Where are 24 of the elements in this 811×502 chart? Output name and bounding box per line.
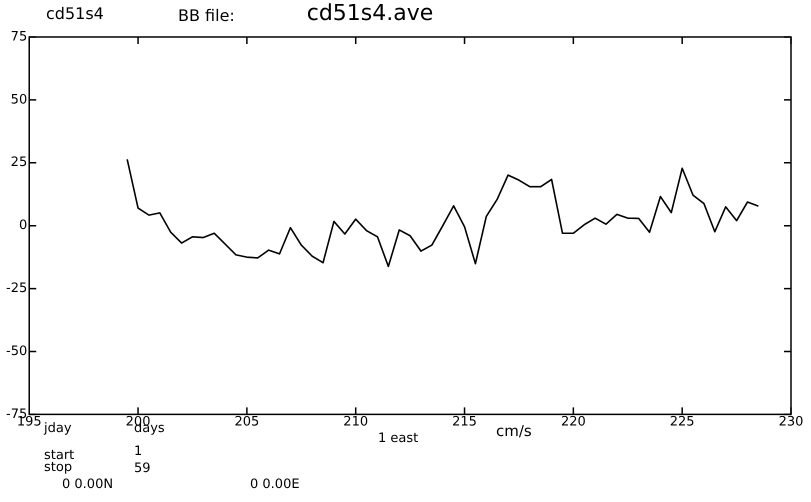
y-tick-label: 75: [10, 29, 28, 44]
y-tick-label: 25: [10, 155, 28, 170]
y-tick-label: -50: [6, 344, 28, 359]
x-tick-label: 220: [560, 414, 586, 430]
text: stop: [44, 460, 72, 475]
text: 0 0.00N: [62, 477, 114, 492]
x-tick-label: 210: [343, 414, 368, 430]
text: 1 east: [378, 431, 418, 446]
text: 59: [134, 461, 151, 476]
text: jday: [44, 421, 72, 436]
chart-title: cd51s4.ave: [306, 1, 434, 26]
x-tick-label: 225: [670, 414, 695, 430]
text: 1: [134, 444, 142, 459]
x-tick-label: 215: [452, 414, 477, 430]
text: 0 0.00E: [250, 477, 300, 492]
text: cd51s4: [46, 4, 104, 23]
y-tick-label: -25: [6, 280, 28, 296]
text: BB file:: [178, 6, 235, 25]
text: start: [44, 448, 74, 463]
y-tick-label: 0: [18, 218, 28, 234]
y-tick-label: 50: [10, 92, 28, 108]
x-tick-label: 230: [778, 414, 804, 430]
text: cm/s: [496, 422, 532, 440]
x-tick-label: 205: [234, 414, 260, 430]
